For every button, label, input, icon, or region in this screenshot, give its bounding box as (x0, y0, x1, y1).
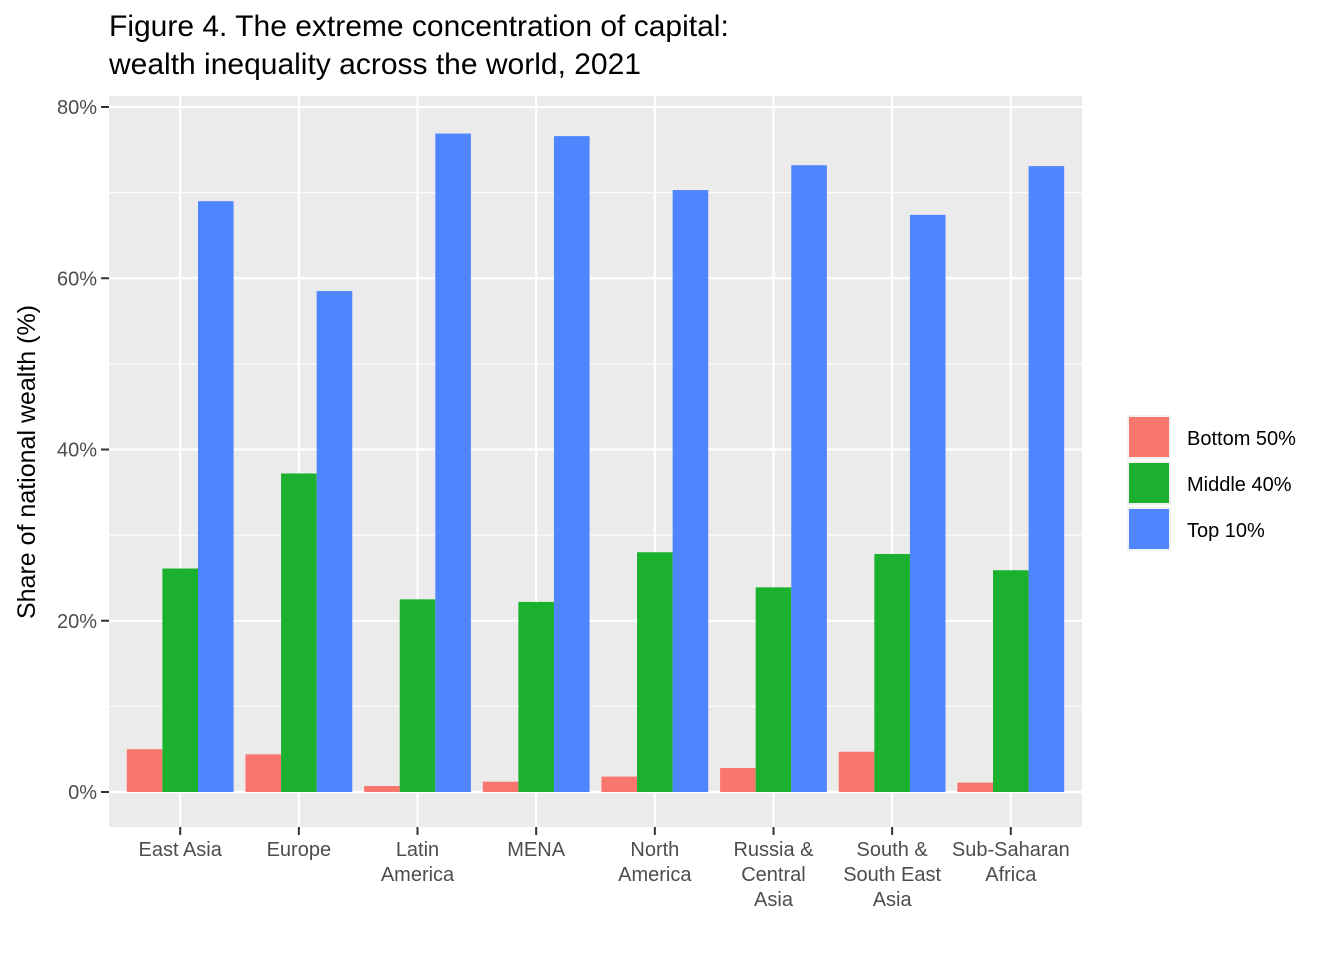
bar-middle-40 (637, 552, 673, 792)
bar-bottom-50 (245, 754, 282, 792)
bar-middle-40 (755, 587, 792, 792)
legend-label: Top 10% (1187, 520, 1265, 542)
x-tick-label: Sub-Saharan Africa (952, 839, 1070, 886)
bar-top-10 (316, 291, 353, 792)
x-tick-label: East Asia (138, 839, 222, 861)
bar-top-10 (909, 214, 946, 792)
bar-top-10 (435, 133, 471, 792)
legend-swatch (1129, 417, 1169, 457)
bar-bottom-50 (838, 751, 875, 792)
bar-bottom-50 (482, 781, 519, 792)
legend-label: Bottom 50% (1187, 428, 1296, 450)
x-tick-label: Russia & Central Asia (733, 839, 814, 911)
x-tick-label: Europe (267, 839, 332, 861)
y-tick-label: 80% (57, 97, 97, 119)
bar-middle-40 (518, 601, 554, 792)
legend-swatch (1129, 463, 1169, 503)
y-axis-label: Share of national wealth (%) (13, 305, 41, 619)
chart-title-line-1: Figure 4. The extreme concentration of c… (109, 10, 729, 43)
bar-bottom-50 (126, 749, 163, 792)
bars (126, 133, 1065, 793)
legend-label: Middle 40% (1187, 474, 1292, 496)
bar-bottom-50 (601, 776, 638, 792)
x-tick-label: South & South East Asia (843, 839, 941, 911)
bar-top-10 (197, 201, 234, 792)
bar-top-10 (791, 165, 827, 793)
legend-swatch (1129, 509, 1169, 549)
y-tick-label: 20% (57, 611, 97, 633)
bar-middle-40 (993, 570, 1029, 792)
bar-middle-40 (399, 599, 436, 792)
y-tick-label: 0% (68, 782, 97, 804)
bar-top-10 (1028, 166, 1065, 793)
bar-bottom-50 (720, 768, 756, 792)
x-axis: East Asia Europe Latin America MENA North Amer… (138, 827, 1070, 911)
bar-top-10 (553, 136, 590, 793)
bar-middle-40 (281, 473, 317, 792)
bar-top-10 (672, 190, 709, 792)
bar-middle-40 (874, 553, 910, 792)
legend: Bottom 50% Middle 40% Top 10% (1127, 415, 1296, 551)
x-tick-label: Latin America (381, 839, 455, 886)
chart-title-line-2: wealth inequality across the world, 2021 (109, 48, 641, 81)
bar-bottom-50 (957, 782, 994, 792)
x-tick-label: North America (618, 839, 692, 886)
y-axis: 0% 20% 40% 60% 80% (57, 97, 109, 804)
bar-bottom-50 (364, 786, 400, 792)
x-tick-label: MENA (507, 839, 565, 861)
bar-middle-40 (162, 568, 198, 792)
y-tick-label: 60% (57, 268, 97, 290)
y-tick-label: 40% (57, 440, 97, 462)
